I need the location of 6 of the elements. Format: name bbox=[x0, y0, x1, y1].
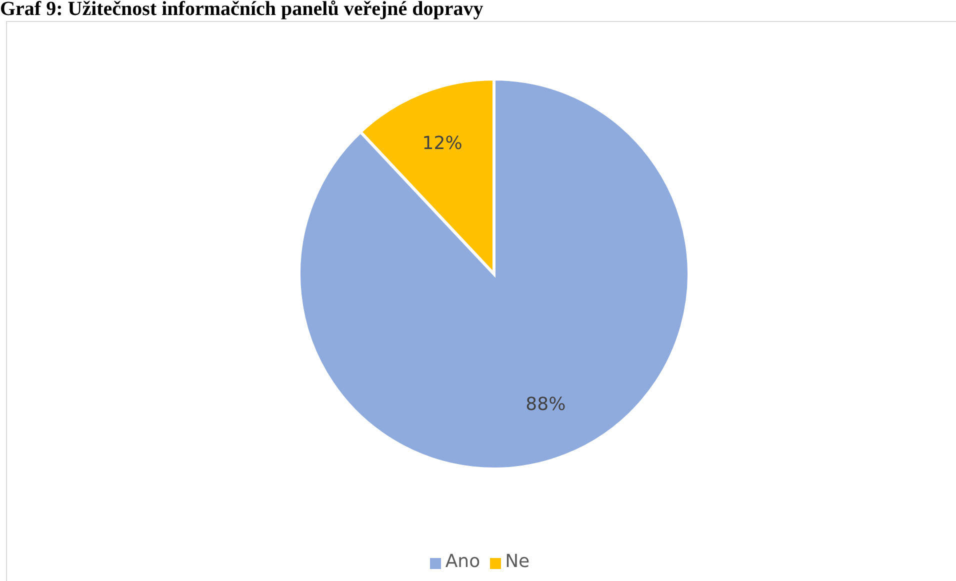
legend-label: Ano bbox=[445, 551, 480, 572]
pie-slice bbox=[298, 78, 690, 470]
data-label: 12% bbox=[422, 132, 462, 154]
data-label: 88% bbox=[526, 394, 566, 416]
chart-title: Graf 9: Užitečnost informačních panelů veřejné dopravy bbox=[0, 0, 484, 21]
legend-label: Ne bbox=[505, 551, 530, 572]
